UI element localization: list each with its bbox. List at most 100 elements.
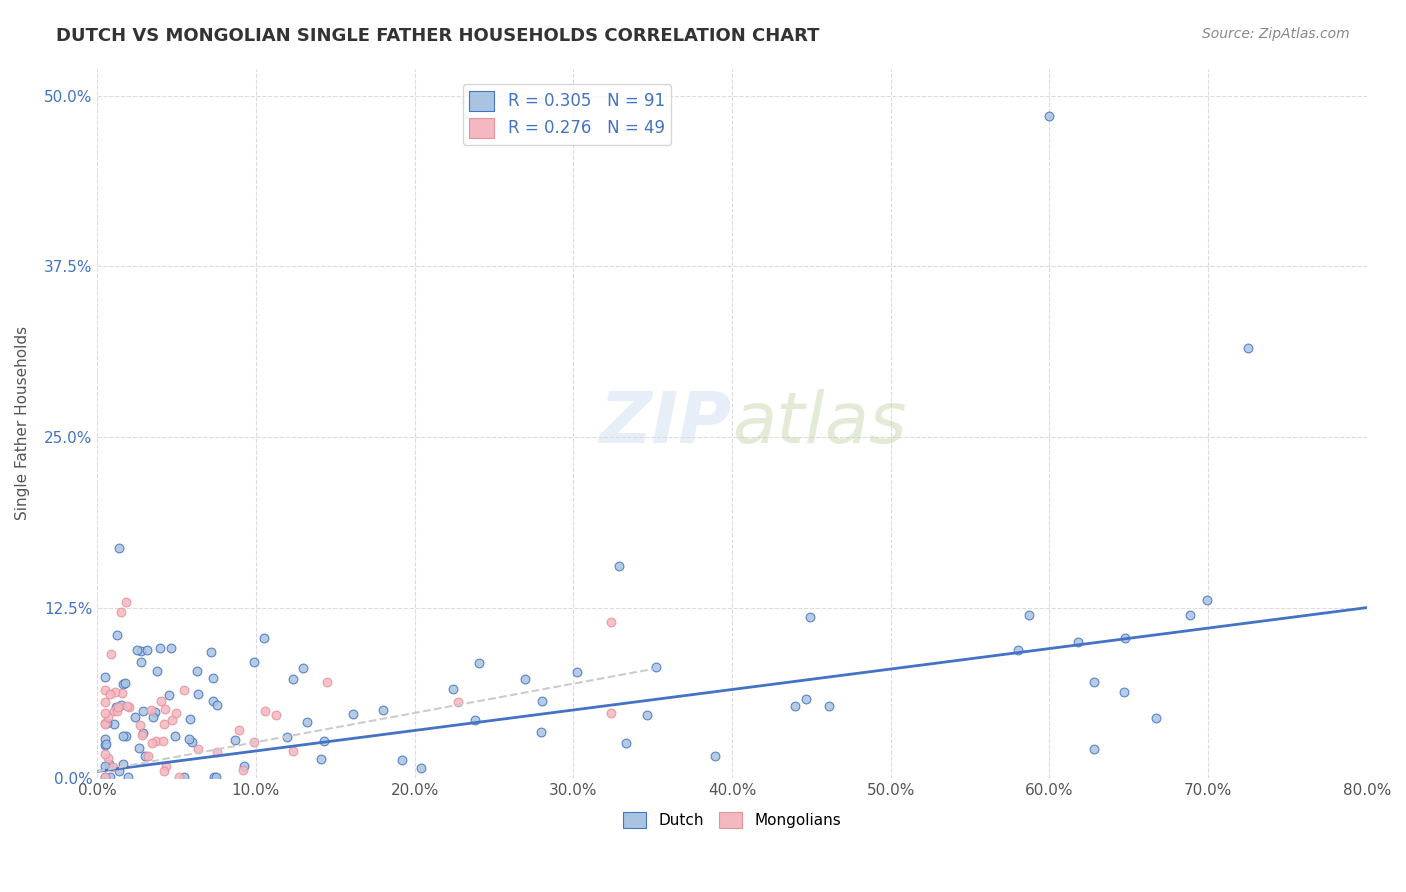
Dutch: [207, 698, 229, 712]
Legend: Dutch, Mongolians: Dutch, Mongolians: [617, 806, 846, 834]
Dutch: [409, 761, 432, 775]
Dutch: [704, 749, 727, 764]
Mongolians: [94, 717, 117, 731]
Dutch: [1038, 109, 1060, 123]
Dutch: [567, 665, 589, 679]
Dutch: [645, 660, 668, 674]
Mongolians: [97, 750, 120, 764]
Dutch: [105, 627, 128, 641]
Mongolians: [167, 770, 190, 784]
Dutch: [127, 642, 149, 657]
Mongolians: [139, 703, 162, 717]
Dutch: [530, 724, 553, 739]
Mongolians: [103, 760, 125, 774]
Mongolians: [100, 647, 122, 661]
Dutch: [103, 717, 125, 731]
Dutch: [117, 770, 139, 784]
Dutch: [441, 681, 464, 696]
Dutch: [373, 703, 395, 717]
Mongolians: [281, 744, 304, 758]
Mongolians: [153, 716, 176, 731]
Mongolians: [131, 728, 153, 742]
Dutch: [291, 661, 314, 675]
Dutch: [107, 541, 129, 555]
Dutch: [129, 655, 152, 669]
Dutch: [205, 770, 228, 784]
Dutch: [111, 677, 134, 691]
Dutch: [232, 759, 254, 773]
Dutch: [98, 770, 121, 784]
Dutch: [1083, 741, 1105, 756]
Mongolians: [107, 699, 129, 714]
Dutch: [1018, 608, 1040, 623]
Mongolians: [94, 770, 117, 784]
Dutch: [1067, 635, 1090, 649]
Text: DUTCH VS MONGOLIAN SINGLE FATHER HOUSEHOLDS CORRELATION CHART: DUTCH VS MONGOLIAN SINGLE FATHER HOUSEHO…: [56, 27, 820, 45]
Dutch: [94, 758, 117, 772]
Mongolians: [94, 747, 117, 761]
Dutch: [799, 610, 821, 624]
Dutch: [785, 698, 807, 713]
Mongolians: [599, 615, 621, 629]
Mongolians: [105, 704, 128, 718]
Mongolians: [136, 748, 159, 763]
Dutch: [468, 657, 491, 671]
Dutch: [200, 645, 222, 659]
Mongolians: [315, 675, 337, 690]
Dutch: [295, 715, 318, 730]
Mongolians: [242, 735, 264, 749]
Text: atlas: atlas: [733, 389, 907, 458]
Dutch: [1236, 341, 1258, 355]
Dutch: [157, 688, 180, 702]
Dutch: [187, 687, 209, 701]
Mongolians: [115, 595, 138, 609]
Dutch: [1144, 711, 1167, 725]
Dutch: [128, 740, 150, 755]
Mongolians: [94, 695, 117, 709]
Dutch: [614, 736, 637, 750]
Dutch: [149, 640, 172, 655]
Mongolians: [155, 702, 177, 716]
Dutch: [163, 730, 186, 744]
Dutch: [132, 704, 155, 718]
Dutch: [253, 631, 276, 645]
Dutch: [146, 664, 169, 678]
Mongolians: [155, 759, 177, 773]
Mongolians: [149, 694, 172, 708]
Mongolians: [228, 723, 250, 738]
Dutch: [179, 712, 201, 726]
Mongolians: [94, 706, 117, 721]
Text: ZIP: ZIP: [600, 389, 733, 458]
Dutch: [94, 670, 117, 684]
Dutch: [173, 770, 195, 784]
Mongolians: [152, 734, 174, 748]
Mongolians: [111, 686, 134, 700]
Dutch: [1083, 675, 1105, 690]
Dutch: [281, 673, 304, 687]
Mongolians: [160, 713, 183, 727]
Dutch: [124, 710, 146, 724]
Dutch: [607, 558, 630, 573]
Text: Source: ZipAtlas.com: Source: ZipAtlas.com: [1202, 27, 1350, 41]
Dutch: [1007, 643, 1029, 657]
Dutch: [202, 694, 225, 708]
Dutch: [312, 733, 335, 747]
Dutch: [114, 729, 136, 743]
Dutch: [136, 642, 159, 657]
Mongolians: [104, 685, 127, 699]
Mongolians: [600, 706, 623, 721]
Dutch: [464, 713, 486, 727]
Mongolians: [98, 687, 121, 701]
Dutch: [96, 716, 118, 731]
Dutch: [531, 694, 554, 708]
Dutch: [818, 698, 841, 713]
Dutch: [105, 700, 128, 714]
Dutch: [186, 664, 208, 678]
Dutch: [1195, 593, 1218, 607]
Dutch: [201, 672, 224, 686]
Dutch: [180, 734, 202, 748]
Mongolians: [129, 718, 152, 732]
Dutch: [134, 749, 156, 764]
Dutch: [391, 753, 413, 767]
Mongolians: [94, 716, 117, 731]
